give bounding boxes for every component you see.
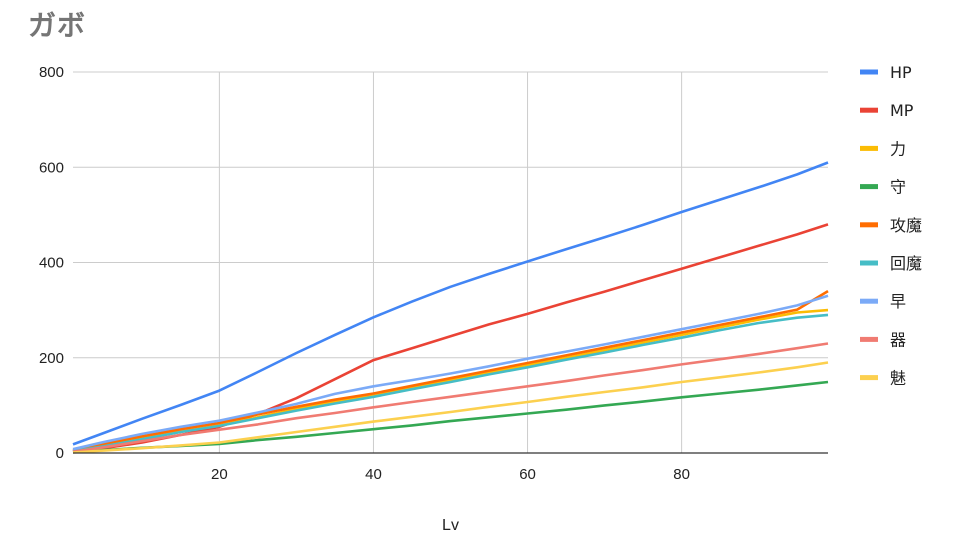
x-tick-label: 20: [211, 466, 228, 483]
series-line: [72, 313, 829, 453]
series-line: [72, 294, 829, 451]
series-lines: [72, 161, 829, 454]
x-tick-label: 80: [673, 466, 690, 483]
legend-swatch: [860, 69, 878, 75]
series-line: [72, 161, 829, 446]
x-tick-label: 40: [365, 466, 382, 483]
series-line: [72, 380, 829, 454]
legend-label: 器: [890, 330, 906, 349]
legend-label: 魅: [890, 369, 906, 388]
legend-label: 攻魔: [890, 216, 922, 235]
legend-swatch: [860, 222, 878, 228]
y-tick-label: 0: [56, 445, 64, 462]
legend-label: 力: [890, 139, 906, 158]
legend-label: 早: [890, 292, 906, 311]
legend-label: 守: [890, 178, 906, 197]
x-tick-label: 60: [519, 466, 536, 483]
x-axis-title: Lv: [442, 517, 459, 534]
series-line: [72, 342, 829, 453]
legend-swatch: [860, 298, 878, 304]
legend-label: 回魔: [890, 254, 922, 273]
legend-label: HP: [890, 63, 912, 82]
legend-swatch: [860, 375, 878, 381]
grid-lines: [73, 71, 828, 453]
series-line: [72, 223, 829, 453]
legend-swatch: [860, 260, 878, 266]
axes: 0 200 400 600 800 20 40 60 80 Lv: [39, 64, 828, 534]
series-line: [72, 361, 829, 454]
chart-title: ガボ: [28, 9, 87, 42]
y-tick-label: 200: [39, 350, 64, 367]
legend-swatch: [860, 184, 878, 190]
legend-swatch: [860, 336, 878, 342]
legend-label: MP: [890, 101, 914, 120]
y-tick-label: 400: [39, 255, 64, 272]
y-tick-label: 600: [39, 159, 64, 176]
legend-swatch: [860, 145, 878, 151]
y-tick-label: 800: [39, 64, 64, 81]
series-line: [72, 289, 829, 452]
legend-swatch: [860, 107, 878, 113]
